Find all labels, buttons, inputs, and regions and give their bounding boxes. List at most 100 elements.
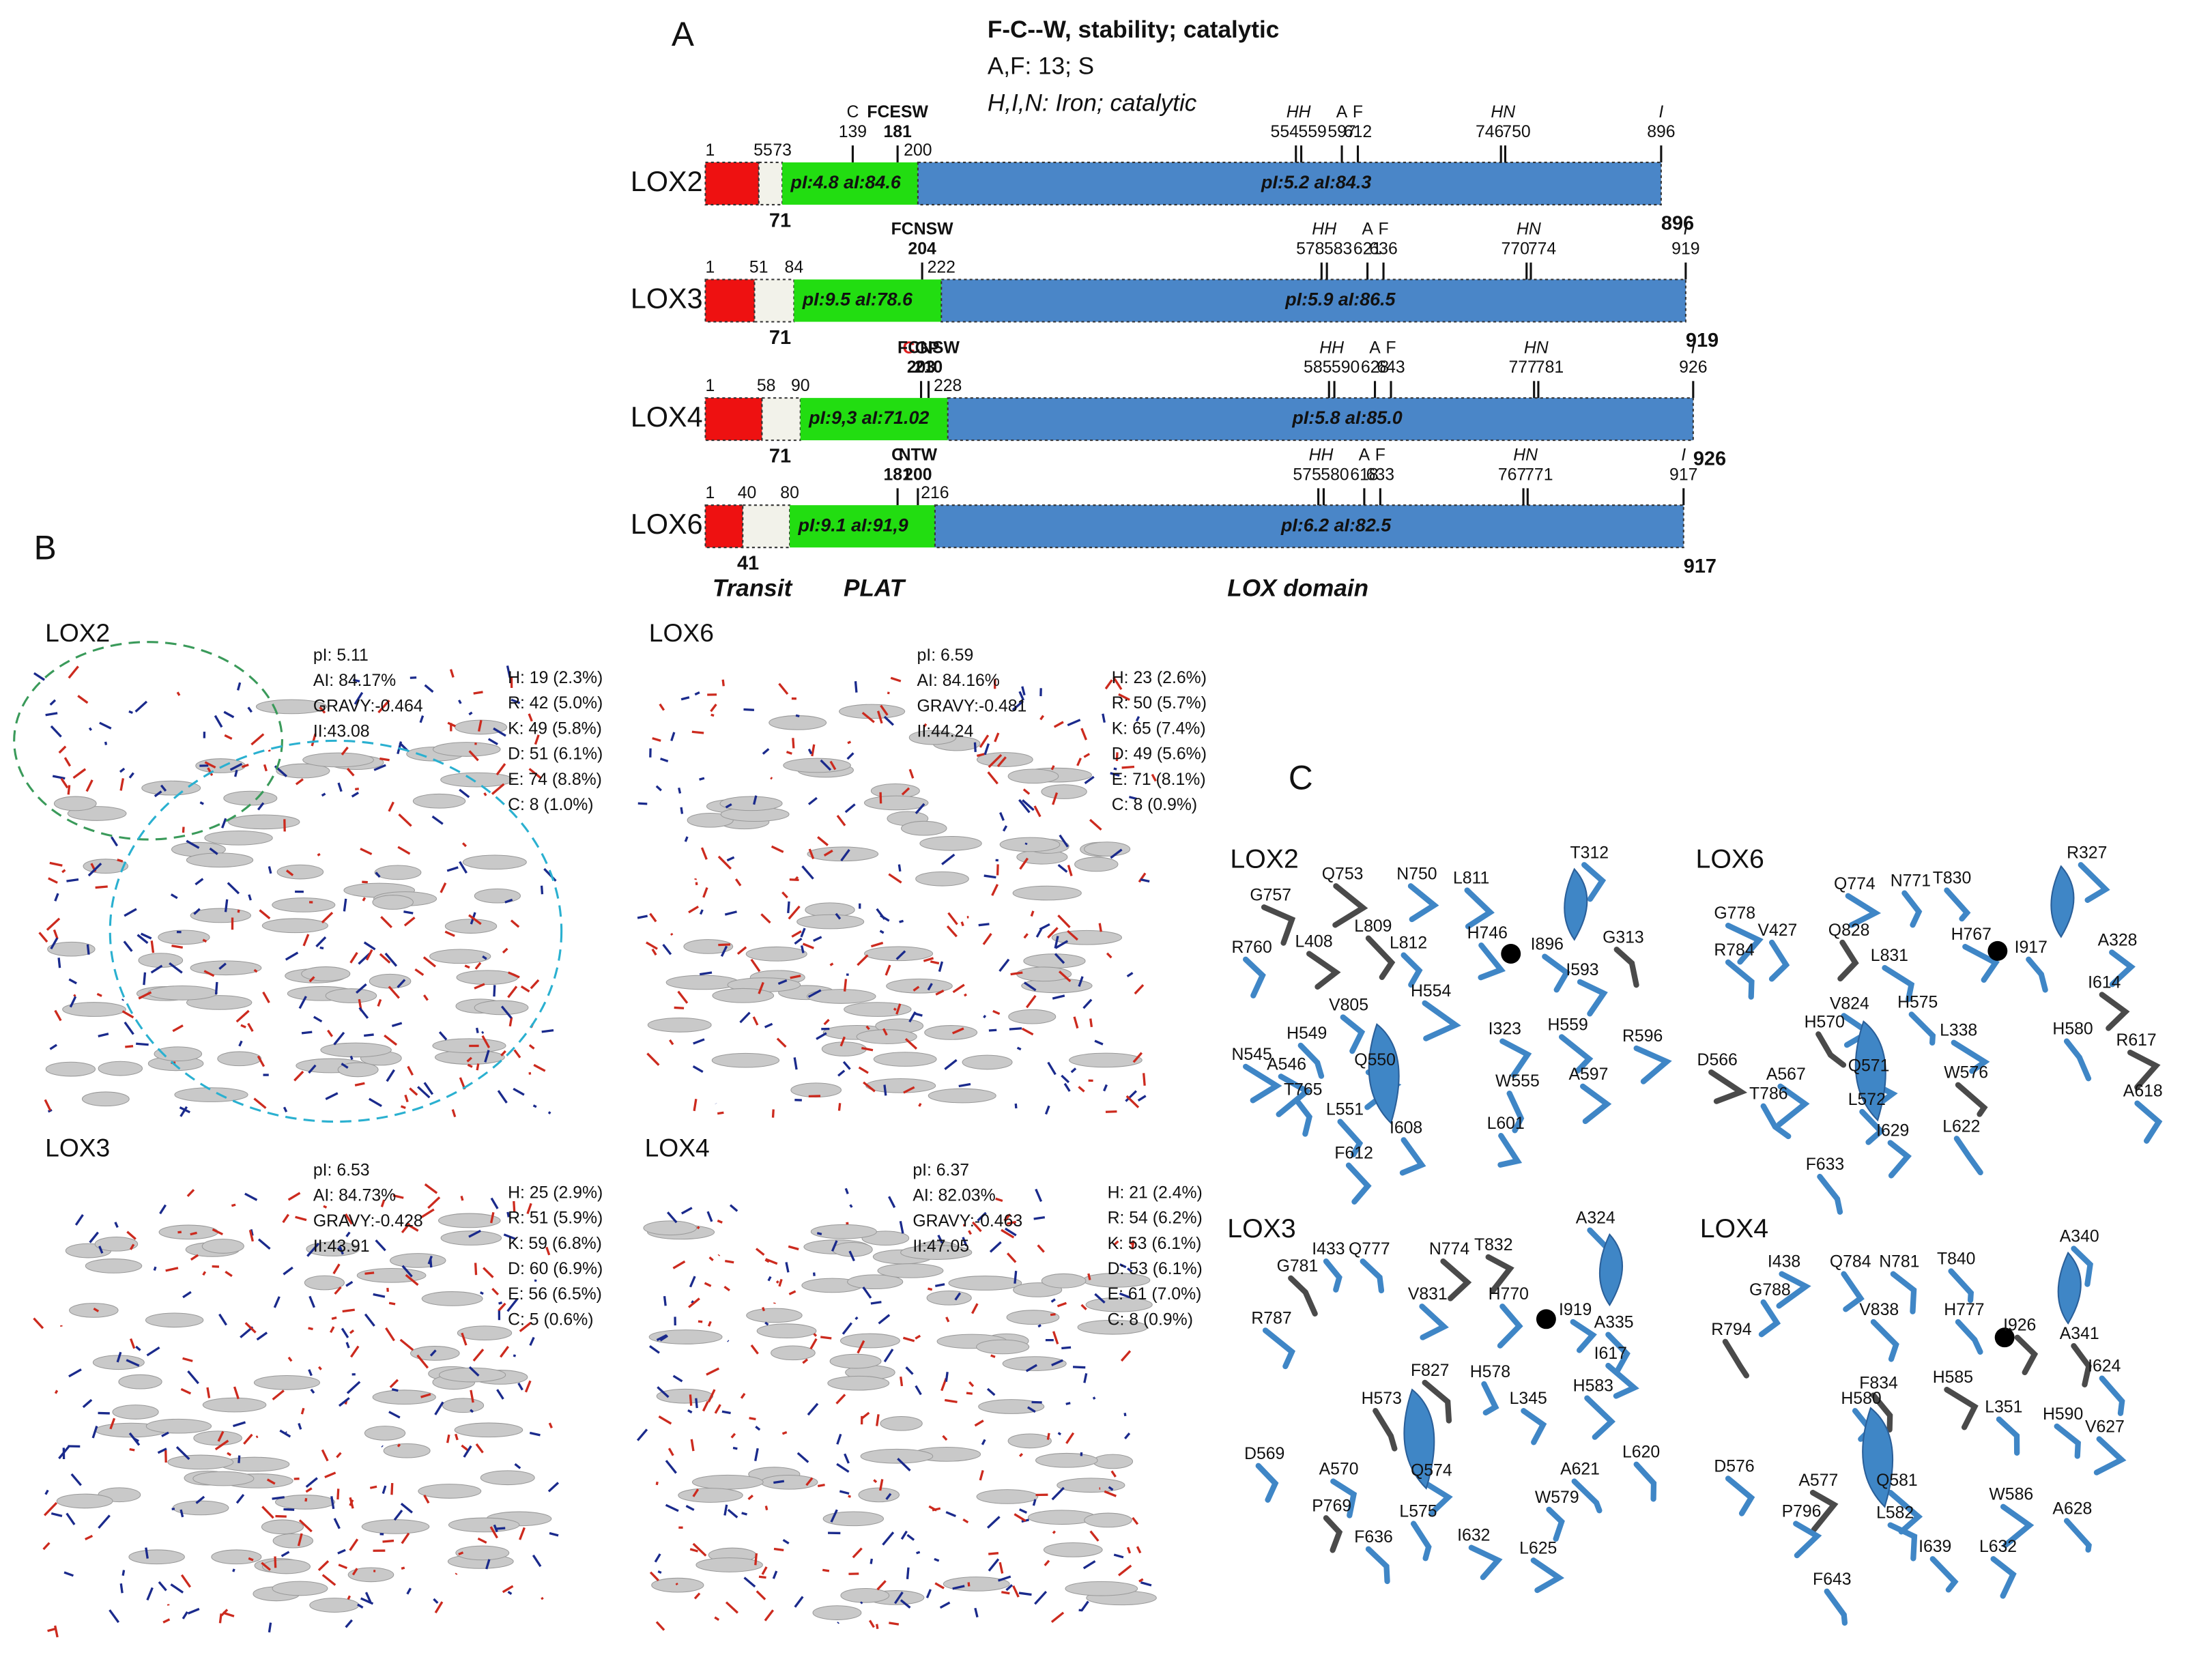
helix [372, 1390, 436, 1405]
side-chain [1019, 1508, 1028, 1514]
side-chain [674, 1006, 685, 1009]
side-chain [308, 1327, 313, 1331]
helix [85, 1258, 143, 1273]
structure-name: LOX3 [45, 1134, 110, 1162]
composition-stat: R: 50 (5.7%) [1112, 694, 1207, 713]
side-chain [829, 760, 837, 771]
side-chain [1026, 1406, 1036, 1413]
side-chain [519, 1527, 526, 1540]
side-chain [847, 740, 852, 745]
side-chain [723, 1285, 730, 1292]
side-chain [342, 1308, 355, 1313]
helix [711, 1052, 780, 1068]
residue-label: V831 [1408, 1285, 1448, 1304]
side-chain [897, 1458, 911, 1471]
helix [94, 1236, 139, 1252]
structure-name: LOX6 [649, 618, 714, 647]
residue-stick [1776, 1083, 1810, 1127]
structure-stat: AI: 82.03% [913, 1187, 995, 1205]
helix [926, 1290, 972, 1306]
side-chain [1021, 1027, 1034, 1036]
header-line: F-C--W, stability; catalytic [988, 16, 1279, 43]
side-chain [680, 696, 690, 701]
residue-label: I617 [1594, 1344, 1627, 1363]
side-chain [1001, 1591, 1010, 1595]
residue-label: G757 [1250, 886, 1291, 904]
helix [390, 1253, 446, 1268]
cleavage-label: 71 [769, 210, 791, 231]
composition-stat: H: 23 (2.6%) [1112, 669, 1207, 687]
side-chain [996, 756, 1007, 768]
side-chain [475, 1443, 484, 1454]
side-chain [54, 1625, 59, 1638]
residue-label: A567 [1766, 1065, 1806, 1084]
side-chain [470, 1390, 474, 1403]
residue-label: R787 [1251, 1309, 1291, 1327]
residue-stick [1768, 939, 1790, 982]
side-chain [870, 941, 884, 948]
residue-stick [1951, 1039, 1990, 1074]
side-chain [391, 1022, 403, 1027]
side-chain [259, 909, 271, 920]
side-chain [349, 951, 358, 964]
side-chain [66, 1512, 76, 1525]
side-chain [256, 1332, 268, 1341]
panel-label: A [672, 15, 694, 53]
side-chain [1035, 928, 1043, 938]
side-chain [217, 1430, 225, 1442]
side-chain [195, 1495, 205, 1504]
residue-label: W579 [1535, 1488, 1579, 1507]
residue-stick [1440, 1258, 1472, 1301]
residue-label: Q828 [1828, 921, 1870, 940]
side-chain [772, 1570, 778, 1579]
residue-label: T765 [1284, 1081, 1323, 1099]
side-chain [380, 916, 392, 929]
side-chain [1113, 1553, 1124, 1559]
residue-stick [1360, 1258, 1385, 1294]
side-chain [1135, 716, 1140, 722]
side-chain [285, 1431, 287, 1434]
side-chain [906, 1534, 915, 1541]
side-chain [890, 676, 902, 682]
side-chain [979, 734, 990, 748]
side-chain [991, 884, 999, 896]
side-chain [1030, 910, 1035, 917]
side-chain [250, 1229, 254, 1236]
side-chain [723, 1504, 728, 1516]
side-chain [1110, 772, 1120, 777]
side-chain [1112, 676, 1123, 691]
side-chain [1143, 1073, 1146, 1086]
side-chain [725, 1259, 734, 1264]
side-chain [295, 778, 304, 786]
helix [1008, 1009, 1057, 1024]
residue-label: A328 [2098, 931, 2138, 949]
side-chain [483, 792, 487, 796]
residue-label: L351 [1985, 1398, 2022, 1417]
side-chain [1089, 818, 1102, 831]
side-chain [974, 1420, 984, 1427]
side-chain [170, 1583, 184, 1594]
residue-label: L601 [1487, 1114, 1525, 1133]
side-chain [96, 992, 102, 997]
residue-stick [1262, 1327, 1296, 1370]
helix [347, 1567, 394, 1583]
side-chain [858, 1066, 869, 1074]
residue-label: I926 [2003, 1316, 2036, 1335]
residue-label: H559 [1547, 1016, 1588, 1034]
residue-stick [1323, 1515, 1343, 1553]
side-chain [762, 1307, 766, 1312]
side-chain [655, 1621, 665, 1631]
residue-stick [2078, 862, 2110, 903]
side-chain [944, 1059, 958, 1070]
site-name: F [1385, 339, 1396, 357]
residue-label: Q784 [1830, 1253, 1871, 1271]
active-site [1722, 1246, 2127, 1626]
side-chain [962, 1518, 969, 1524]
side-chain [688, 905, 700, 914]
side-chain [883, 1349, 894, 1363]
side-chain [1018, 691, 1025, 701]
boundary-label: 1 [705, 141, 715, 160]
side-chain [109, 1417, 116, 1430]
side-chain [124, 908, 137, 917]
side-chain [700, 847, 708, 860]
